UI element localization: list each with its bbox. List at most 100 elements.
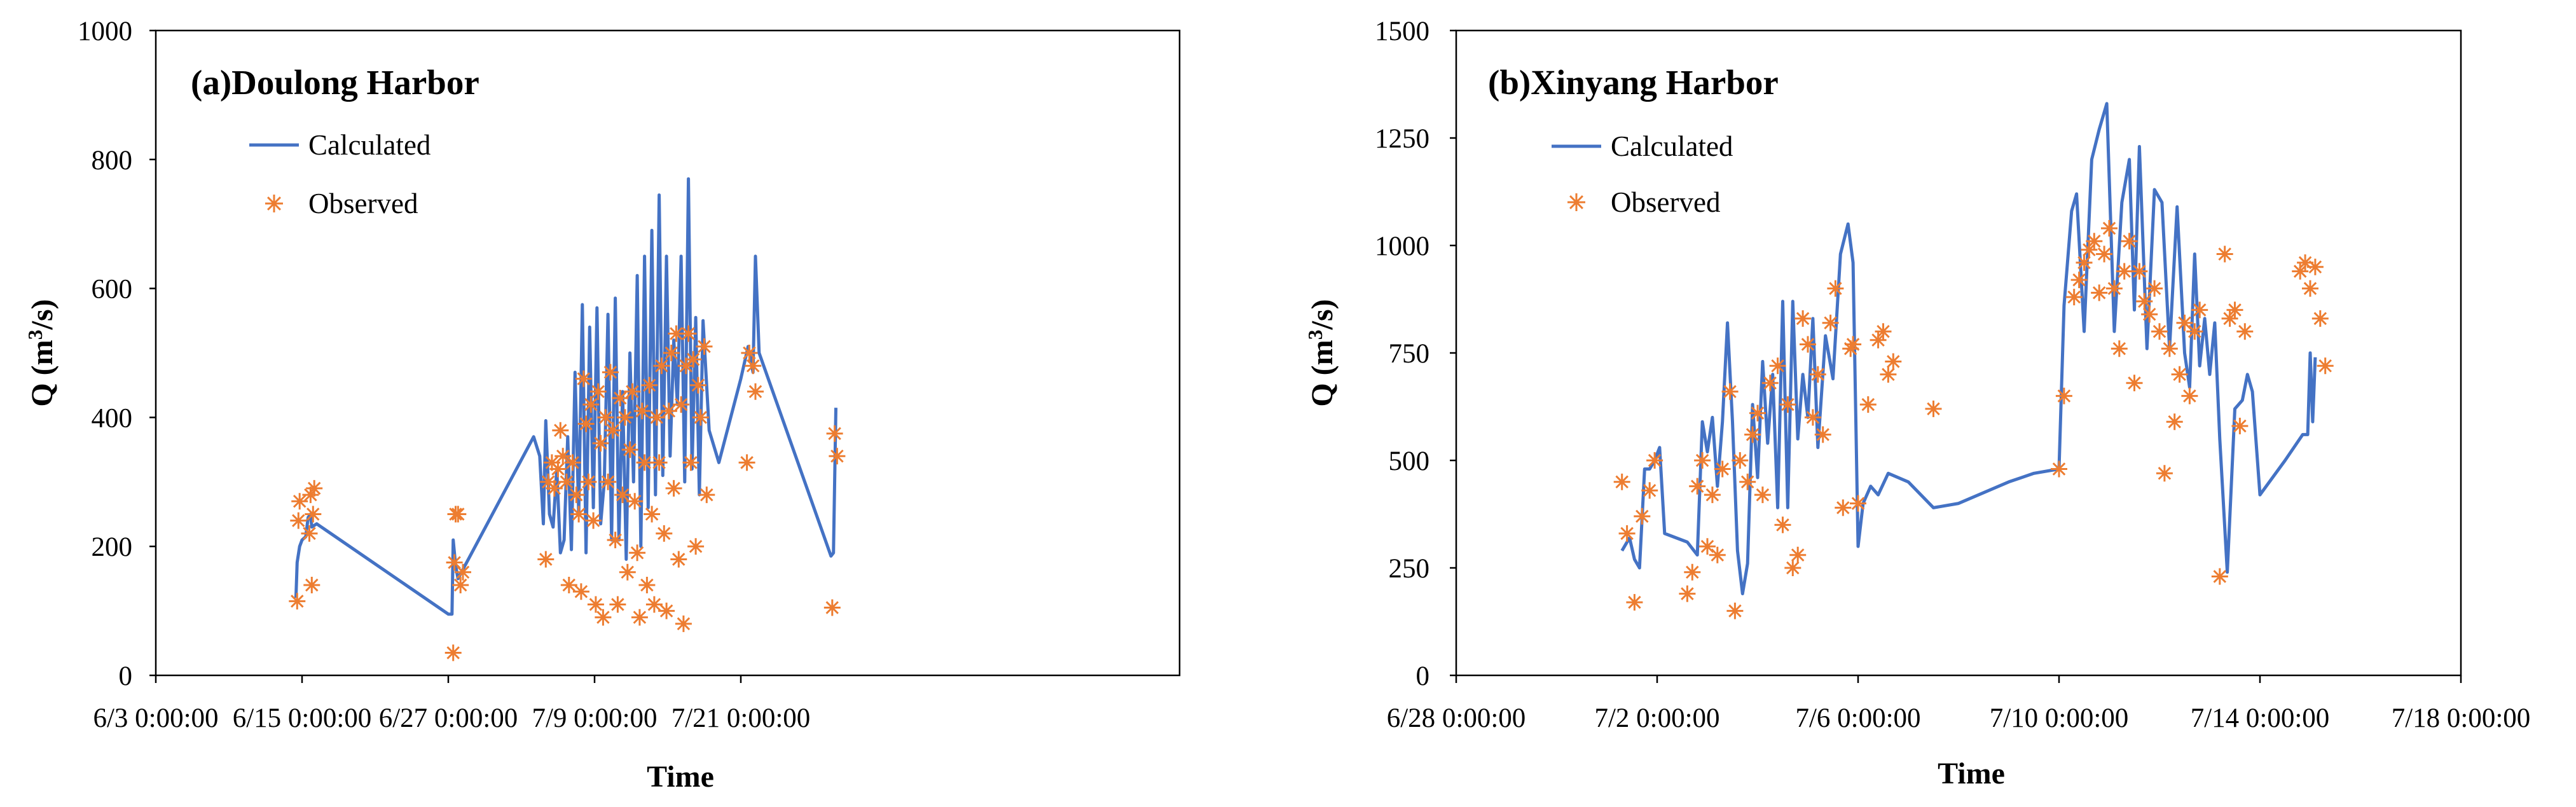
observed-data-point [1800, 336, 1816, 353]
observed-data-point [633, 403, 651, 420]
observed-data-point [2116, 263, 2133, 280]
observed-data-point [1827, 280, 1844, 297]
observed-data-point [582, 396, 600, 413]
observed-data-point [597, 409, 614, 426]
observed-data-point [564, 454, 581, 471]
observed-data-point [1870, 331, 1887, 348]
observed-data-point [444, 644, 462, 661]
observed-data-point [1842, 340, 1859, 357]
y-axis-title-main: Q (m [1305, 340, 1339, 406]
observed-data-point [602, 364, 619, 381]
y-tick-label: 600 [92, 275, 133, 305]
observed-data-point [658, 602, 675, 619]
observed-data-point [303, 577, 320, 593]
observed-data-point [1880, 366, 1897, 383]
observed-data-point [2236, 323, 2254, 340]
observed-data-point [651, 454, 668, 471]
y-axis-title-superscript: 3 [24, 329, 46, 340]
observed-data-point [670, 551, 687, 568]
observed-data-point [2226, 301, 2243, 319]
observed-data-point [2161, 340, 2178, 357]
observed-data-point [546, 479, 563, 497]
observed-data-point [587, 596, 604, 613]
observed-data-point [2151, 323, 2168, 340]
y-axis-title-unit: /s) [25, 299, 59, 330]
observed-data-point [306, 479, 323, 497]
observed-data-point [619, 563, 636, 581]
observed-data-point [689, 376, 706, 394]
observed-data-point [2070, 272, 2088, 289]
legend-observed-label: Observed [308, 188, 418, 219]
observed-data-point [656, 525, 673, 542]
observed-data-point [540, 473, 557, 490]
observed-data-point [592, 435, 609, 452]
y-tick-label: 500 [1389, 446, 1430, 476]
observed-data-point [1822, 314, 1839, 331]
observed-data-point [663, 345, 680, 361]
chart-title: (b)Xinyang Harbor [1488, 63, 1779, 102]
observed-data-point [305, 506, 322, 523]
legend-observed-label: Observed [1611, 186, 1720, 218]
observed-data-point [644, 506, 661, 523]
observed-data-point [1779, 396, 1796, 413]
observed-data-point [2176, 314, 2193, 331]
observed-data-point [747, 383, 764, 400]
observed-data-point [1732, 452, 1749, 469]
calculated-series-line [1620, 102, 2317, 596]
observed-data-point [1646, 452, 1663, 469]
observed-data-point [585, 512, 602, 529]
observed-data-point [301, 525, 318, 542]
observed-data-point [614, 486, 631, 504]
observed-data-point [2211, 568, 2228, 585]
x-tick-label: 7/14 0:00:00 [2191, 703, 2330, 733]
observed-data-point [1704, 486, 1721, 504]
observed-data-point [2096, 245, 2113, 263]
observed-data-point [1749, 404, 1766, 422]
observed-data-point [450, 506, 467, 523]
observed-data-point [1694, 452, 1711, 469]
observed-data-point [1784, 560, 1801, 576]
observed-data-point [621, 441, 638, 459]
observed-data-point [607, 532, 624, 549]
observed-data-point [1618, 525, 1636, 542]
observed-data-point [2306, 258, 2324, 275]
y-axis-title-main: Q (m [25, 340, 59, 406]
observed-data-point [2156, 465, 2173, 482]
observed-data-point [2076, 254, 2093, 271]
observed-data-point [552, 422, 569, 439]
observed-data-point [636, 454, 653, 471]
observed-data-point [302, 486, 319, 504]
observed-data-point [2105, 280, 2123, 297]
y-axis-title-superscript: 3 [1304, 329, 1326, 340]
y-tick-label: 1000 [1375, 231, 1429, 261]
observed-data-point [1699, 538, 1716, 555]
observed-data-point [2191, 301, 2208, 319]
observed-data-point [2126, 375, 2143, 392]
observed-data-point [291, 493, 308, 510]
observed-data-point [560, 577, 577, 593]
observed-data-point [570, 506, 588, 523]
observed-data-point [631, 609, 648, 626]
observed-data-point [1679, 585, 1696, 602]
x-tick-label: 7/6 0:00:00 [1795, 703, 1920, 733]
observed-data-point [2121, 233, 2138, 250]
x-tick-label: 6/28 0:00:00 [1387, 703, 1526, 733]
observed-data-point [1761, 375, 1779, 392]
y-tick-label: 1000 [78, 17, 132, 46]
observed-data-point [2091, 284, 2108, 301]
observed-data-point [580, 473, 597, 490]
x-tick-label: 7/10 0:00:00 [1990, 703, 2129, 733]
y-tick-label: 800 [92, 146, 133, 176]
observed-data-point [1744, 426, 1761, 443]
legend-calculated-label: Calculated [1611, 130, 1733, 162]
observed-data-point [826, 425, 843, 442]
observed-data-point [2292, 263, 2309, 280]
x-tick-label: 6/27 0:00:00 [379, 703, 518, 733]
observed-data-point [600, 473, 617, 490]
observed-data-point [2302, 280, 2318, 297]
observed-data-point [452, 577, 469, 593]
observed-data-point [738, 454, 755, 471]
observed-data-point [696, 338, 713, 355]
observed-data-point [595, 609, 612, 626]
